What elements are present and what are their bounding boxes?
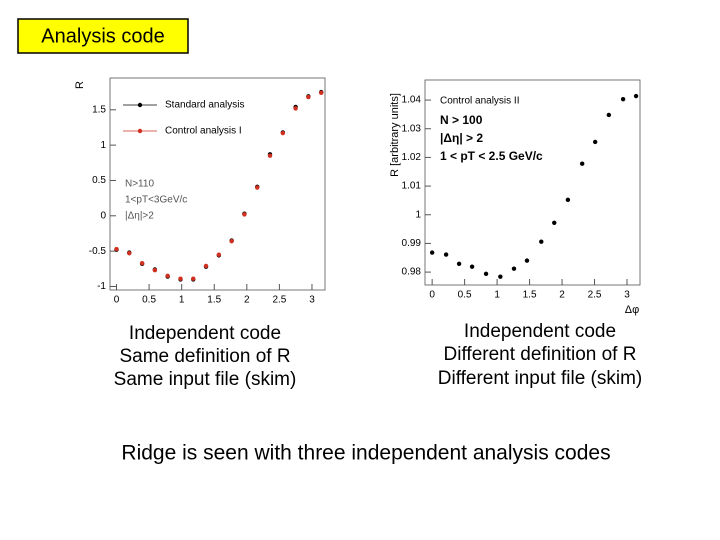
y-axis-label: R [arbitrary units] — [389, 93, 401, 177]
y-tick-label: -0.5 — [89, 246, 107, 257]
x-tick-label: 0 — [114, 295, 120, 306]
annotation: 1<pT<3GeV/c — [125, 195, 187, 206]
y-axis-label: R — [74, 81, 86, 89]
x-tick-label: 0.5 — [458, 290, 472, 301]
data-point — [203, 263, 209, 269]
y-tick-label: 0.99 — [402, 238, 422, 249]
data-point — [178, 276, 183, 281]
x-tick-label: 1.5 — [523, 290, 537, 301]
x-tick-label: 1.5 — [207, 295, 221, 306]
legend-marker — [137, 128, 143, 134]
y-tick-label: 0.5 — [92, 175, 106, 186]
data-point — [498, 274, 503, 279]
legend-label: Control analysis I — [165, 126, 242, 137]
data-point — [229, 239, 234, 244]
y-tick-label: 1.03 — [402, 123, 422, 134]
x-tick-label: 0 — [429, 290, 435, 301]
y-tick-label: 1.04 — [402, 95, 422, 106]
x-axis-label: Δφ — [625, 304, 639, 316]
data-point — [579, 161, 585, 166]
x-tick-label: 3 — [624, 290, 630, 301]
x-tick-label: 2.5 — [272, 295, 286, 306]
y-tick-label: 1.02 — [402, 152, 422, 163]
caption: Different definition of R — [444, 344, 637, 365]
data-point — [539, 239, 544, 244]
data-point — [114, 246, 119, 252]
annotation: |Δη|>2 — [125, 211, 154, 222]
data-point — [319, 90, 324, 96]
title-box — [17, 18, 189, 54]
annotation: 1 < pT < 2.5 GeV/c — [440, 149, 543, 163]
x-tick-label: 3 — [309, 295, 315, 306]
y-tick-label: -1 — [97, 281, 106, 292]
data-point — [524, 258, 530, 263]
data-point — [165, 273, 170, 279]
data-point — [242, 212, 247, 217]
caption: Independent code — [464, 321, 616, 342]
plot-frame — [109, 77, 326, 291]
data-point — [280, 130, 286, 136]
data-point — [620, 97, 626, 102]
data-point — [127, 251, 132, 256]
data-point — [191, 276, 196, 281]
annotation: N>110 — [125, 179, 154, 190]
y-tick-label: 0 — [100, 210, 106, 221]
caption: Same input file (skim) — [114, 369, 297, 390]
legend-marker — [137, 102, 143, 108]
x-tick-label: 0.5 — [142, 295, 156, 306]
x-tick-label: 2.5 — [588, 290, 602, 301]
data-point — [511, 266, 517, 271]
data-point — [216, 252, 222, 257]
data-point — [552, 220, 557, 225]
x-tick-label: 1 — [494, 290, 500, 301]
caption: Independent code — [129, 323, 281, 344]
data-point — [592, 139, 598, 145]
caption: Same definition of R — [119, 346, 290, 367]
data-point — [565, 197, 571, 203]
data-point — [152, 268, 158, 273]
data-point — [633, 93, 639, 99]
y-tick-label: 1 — [100, 140, 106, 151]
x-tick-label: 2 — [559, 290, 565, 301]
annotation: |Δη| > 2 — [440, 131, 483, 145]
legend-label: Standard analysis — [165, 100, 245, 111]
data-point — [293, 106, 298, 111]
data-point — [469, 264, 475, 269]
y-tick-label: 1.5 — [92, 104, 106, 115]
data-point — [606, 112, 612, 118]
data-point — [443, 252, 449, 257]
data-point — [139, 260, 145, 266]
legend-label: Control analysis II — [440, 96, 519, 107]
data-point — [306, 94, 311, 100]
x-tick-label: 2 — [244, 295, 250, 306]
y-tick-label: 0.98 — [402, 267, 422, 278]
data-point — [267, 153, 273, 158]
y-tick-label: 1.01 — [402, 181, 422, 192]
slide-title: Analysis code — [41, 25, 164, 47]
y-tick-label: 1 — [415, 209, 421, 220]
caption: Different input file (skim) — [438, 368, 643, 389]
data-point — [255, 185, 260, 190]
annotation: N > 100 — [440, 113, 483, 127]
plot-frame — [424, 79, 641, 286]
x-tick-label: 1 — [179, 295, 185, 306]
data-point — [456, 261, 462, 266]
data-point — [483, 271, 489, 277]
data-point — [429, 250, 435, 255]
conclusion: Ridge is seen with three independent ana… — [121, 442, 610, 465]
